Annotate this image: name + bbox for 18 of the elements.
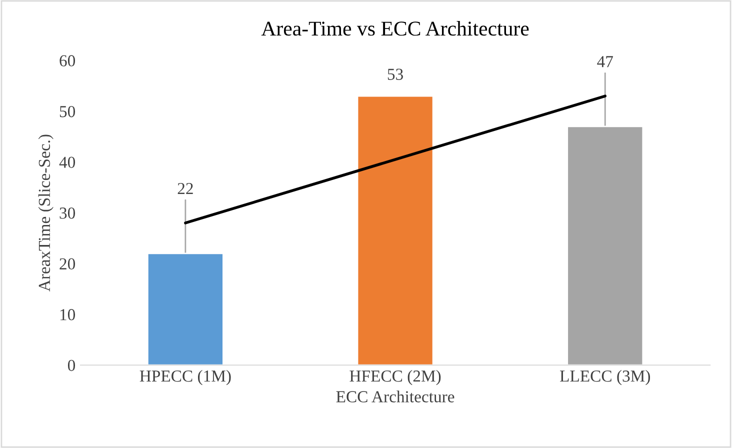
- x-tick-label: LLECC (3M): [560, 370, 650, 386]
- y-axis-title: AreaxTime (Slice-Sec.): [38, 134, 54, 292]
- y-tick-label: 0: [68, 360, 76, 372]
- x-tick-label: HFECC (2M): [350, 370, 441, 386]
- data-label: 47: [597, 56, 613, 68]
- data-label: 53: [388, 68, 403, 80]
- y-tick-label: 20: [60, 258, 76, 270]
- chart-title: Area-Time vs ECC Architecture: [261, 21, 529, 36]
- bar: [146, 252, 224, 366]
- y-tick-label: 50: [60, 106, 76, 118]
- bar: [356, 95, 434, 366]
- x-axis-title: ECC Architecture: [336, 390, 454, 402]
- x-tick-label: HPECC (1M): [140, 370, 231, 386]
- y-tick-label: 40: [59, 156, 76, 168]
- y-tick-label: 10: [60, 309, 76, 320]
- data-label: 22: [178, 182, 193, 194]
- y-tick-label: 30: [60, 208, 76, 219]
- y-tick-label: 60: [60, 55, 76, 66]
